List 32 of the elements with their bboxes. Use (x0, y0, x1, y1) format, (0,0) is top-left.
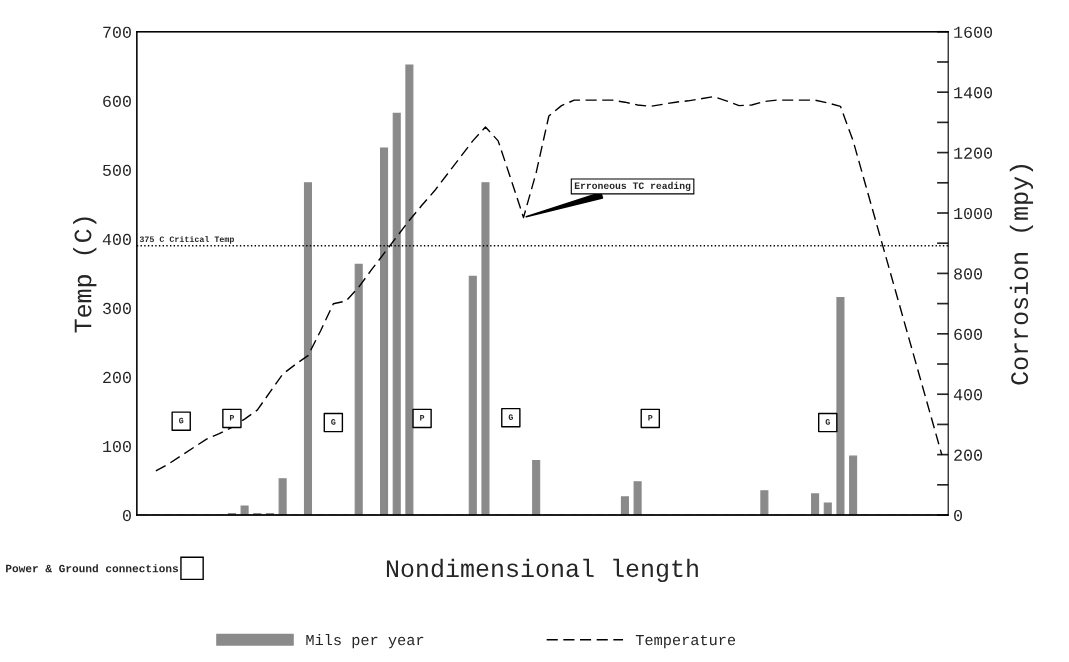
y-tick-label: 400 (102, 233, 131, 246)
y-tick-label: 700 (103, 26, 131, 38)
y2-tick-label: 200 (954, 449, 983, 461)
data-label: P (648, 415, 653, 421)
y2-tick-label: 1200 (954, 147, 993, 159)
y2-tick-label: 0 (954, 509, 963, 522)
y2-tick-label: 1600 (954, 26, 993, 38)
y-tick-label: 300 (103, 302, 131, 315)
y-axis-title: Temp (C) (73, 217, 97, 333)
y2-tick-label: 1000 (954, 207, 993, 220)
data-label: P (420, 415, 425, 421)
legend-label: Temperature (635, 634, 736, 649)
y2-axis-title: Corrosion (mpy) (1009, 165, 1034, 385)
legend-label: Mils per year (306, 634, 424, 649)
data-label: G (179, 417, 184, 424)
data-label: G (331, 419, 336, 425)
y-tick-label: 200 (103, 371, 131, 384)
y2-tick-label: 1400 (954, 87, 993, 99)
y2-tick-label: 400 (953, 389, 983, 401)
y-tick-label: 0 (122, 509, 131, 522)
ref-line-label: 375 C Critical Temp (139, 235, 234, 244)
y2-tick-label: 600 (954, 328, 983, 341)
data-label: G (825, 419, 830, 425)
x-axis-title: Nondimensional length (386, 558, 698, 583)
y-tick-label: 500 (103, 164, 131, 177)
y-tick-label: 600 (103, 95, 131, 108)
data-label: P (229, 415, 235, 421)
data-label: G (508, 414, 513, 420)
annotation: Erroneous TC reading (574, 181, 691, 191)
y-tick-label: 100 (103, 440, 131, 453)
legend-label: Power & Ground connections (6, 564, 179, 573)
y2-tick-label: 800 (954, 268, 983, 280)
